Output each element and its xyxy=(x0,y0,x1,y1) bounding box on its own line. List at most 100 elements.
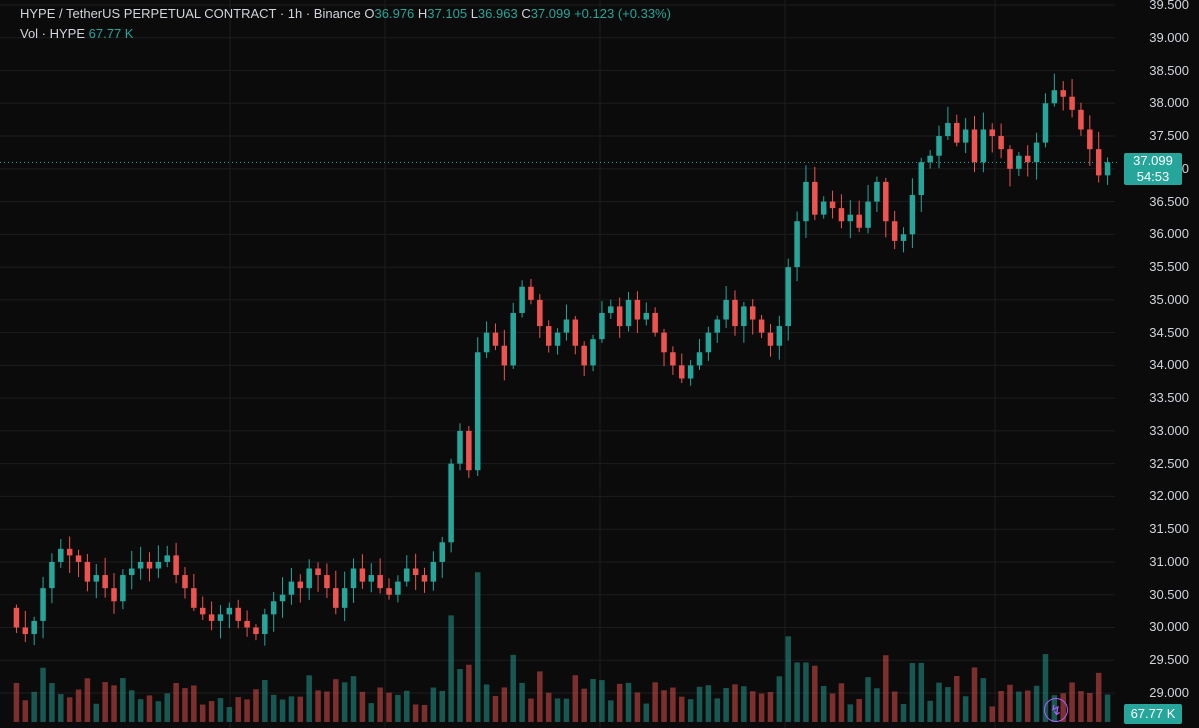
candle-body xyxy=(288,581,295,595)
volume-bar xyxy=(829,693,836,722)
change-value: +0.123 (+0.33%) xyxy=(574,6,671,21)
candle-body xyxy=(643,312,650,320)
volume-bar xyxy=(191,685,197,722)
candle-countdown: 54:53 xyxy=(1136,169,1170,185)
candle-body xyxy=(173,555,179,576)
candle-body xyxy=(758,319,765,333)
volume-bar xyxy=(155,701,162,722)
candle-body xyxy=(723,299,729,320)
low-label: L xyxy=(470,6,478,21)
volume-bar xyxy=(989,706,995,722)
candle-body xyxy=(838,208,845,222)
close-value: 37.099 xyxy=(530,6,571,21)
candle-body xyxy=(874,181,880,202)
price-axis-label: 31.500 xyxy=(1149,521,1189,537)
candle-body xyxy=(84,561,91,582)
candle-body xyxy=(528,286,534,300)
volume-bar xyxy=(918,662,925,722)
candle-body xyxy=(75,555,82,562)
volume-bar xyxy=(812,665,818,722)
open-value: 36.976 xyxy=(374,6,415,21)
volume-bar xyxy=(359,691,366,722)
price-axis-label: 35.500 xyxy=(1149,259,1189,275)
candle-body xyxy=(945,122,951,137)
lightning-bolt-icon[interactable]: ↯ xyxy=(1044,698,1068,722)
volume-bar xyxy=(1069,682,1075,722)
volume-bar xyxy=(980,678,987,722)
volume-bar xyxy=(22,700,29,722)
volume-bar xyxy=(448,615,454,722)
candle-body xyxy=(1007,149,1013,169)
volume-bar xyxy=(350,676,357,722)
volume-bar xyxy=(226,706,233,722)
volume-bar xyxy=(315,690,321,722)
candle-body xyxy=(776,326,783,346)
volume-bar xyxy=(820,685,827,722)
volume-bar xyxy=(306,675,312,722)
candle-body xyxy=(235,607,241,621)
candle-body xyxy=(590,339,596,366)
candle-body xyxy=(1051,90,1058,104)
volume-value: 67.77 K xyxy=(88,26,134,41)
candle-body xyxy=(350,568,357,589)
candle-body xyxy=(412,568,419,576)
volume-bar xyxy=(421,704,428,722)
volume-label[interactable]: Vol · HYPE xyxy=(20,26,86,41)
candle-body xyxy=(182,575,188,589)
candle-body xyxy=(58,548,64,562)
volume-bar xyxy=(40,667,46,722)
volume-bar xyxy=(608,700,614,722)
volume-bar xyxy=(670,687,676,722)
volume-row: Vol · HYPE 67.77 K xyxy=(20,24,671,44)
volume-bar xyxy=(253,689,259,722)
candle-body xyxy=(155,561,162,569)
volume-bar xyxy=(794,662,800,722)
candle-body xyxy=(297,581,304,589)
volume-bar xyxy=(395,694,401,722)
volume-bar xyxy=(705,685,712,722)
price-axis-label: 33.500 xyxy=(1149,390,1189,406)
candle-body xyxy=(847,214,854,222)
volume-bar xyxy=(732,684,738,722)
volume-bar xyxy=(58,694,64,722)
volume-bar xyxy=(679,696,685,722)
candle-body xyxy=(244,620,250,628)
candle-body xyxy=(146,561,153,569)
candle-body xyxy=(714,319,720,333)
volume-bar xyxy=(164,693,170,722)
candle-body xyxy=(31,620,37,635)
price-axis-label: 34.000 xyxy=(1149,357,1189,373)
high-label: H xyxy=(417,6,428,21)
candle-body xyxy=(554,332,561,346)
candle-body xyxy=(998,136,1004,150)
candle-body xyxy=(1078,109,1084,130)
volume-bar xyxy=(235,697,241,722)
candle-body xyxy=(785,267,791,327)
volume-bar xyxy=(714,698,720,722)
volume-bar xyxy=(971,667,978,722)
price-axis-label: 38.000 xyxy=(1149,95,1189,111)
volume-bar xyxy=(1087,692,1093,722)
volume-bar xyxy=(386,692,392,722)
price-axis-label: 39.500 xyxy=(1149,0,1189,12)
volume-bar xyxy=(510,654,516,722)
price-axis-label: 32.000 xyxy=(1149,488,1189,504)
volume-bar xyxy=(581,688,587,722)
candle-body xyxy=(324,575,330,589)
candle-body xyxy=(732,299,738,327)
candle-body xyxy=(891,221,898,241)
volume-bar xyxy=(643,703,650,722)
candle-body xyxy=(22,627,29,635)
volume-bar xyxy=(927,700,933,722)
candle-body xyxy=(377,575,383,589)
volume-bar xyxy=(945,687,951,722)
candle-body xyxy=(1016,155,1022,169)
symbol-title[interactable]: HYPE / TetherUS PERPETUAL CONTRACT · 1h … xyxy=(20,6,361,21)
candle-body xyxy=(404,568,410,582)
candle-body xyxy=(111,588,117,602)
candle-body xyxy=(865,201,871,228)
volume-bar xyxy=(749,691,756,722)
candle-body xyxy=(474,352,481,471)
volume-bar xyxy=(270,694,277,722)
